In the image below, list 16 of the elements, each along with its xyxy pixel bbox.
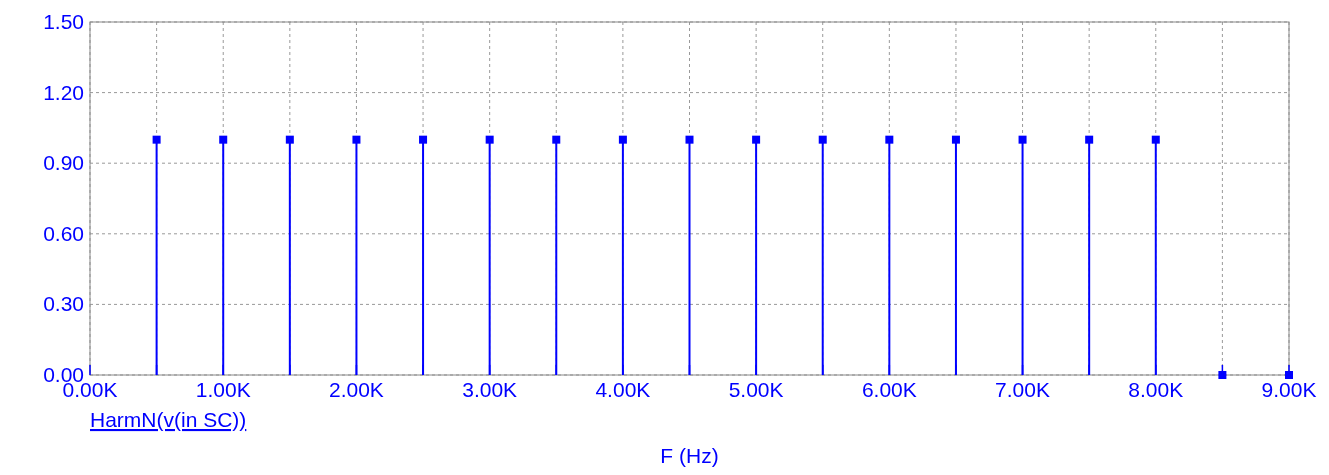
x-tick-label: 6.00K (861, 378, 917, 401)
y-tick-label: 0.60 (43, 221, 84, 245)
y-tick-label: 1.50 (43, 10, 84, 33)
text: HarmN(v(in SC)) (90, 408, 247, 431)
x-tick-label: 1.00K (195, 378, 251, 401)
x-tick-label: 5.00K (728, 378, 784, 401)
x-tick-label: 9.00K (1261, 378, 1317, 401)
y-tick-label: 0.90 (43, 151, 84, 175)
x-axis-title: F (Hz) (660, 444, 719, 467)
y-tick-label: 0.30 (43, 292, 84, 316)
x-tick-label: 2.00K (329, 378, 384, 401)
y-tick-label: 1.20 (43, 80, 84, 104)
x-tick-label: 7.00K (995, 378, 1050, 401)
x-tick-label: 4.00K (595, 378, 651, 401)
x-tick-label: 8.00K (1128, 378, 1184, 401)
x-tick-label: 3.00K (462, 378, 518, 401)
